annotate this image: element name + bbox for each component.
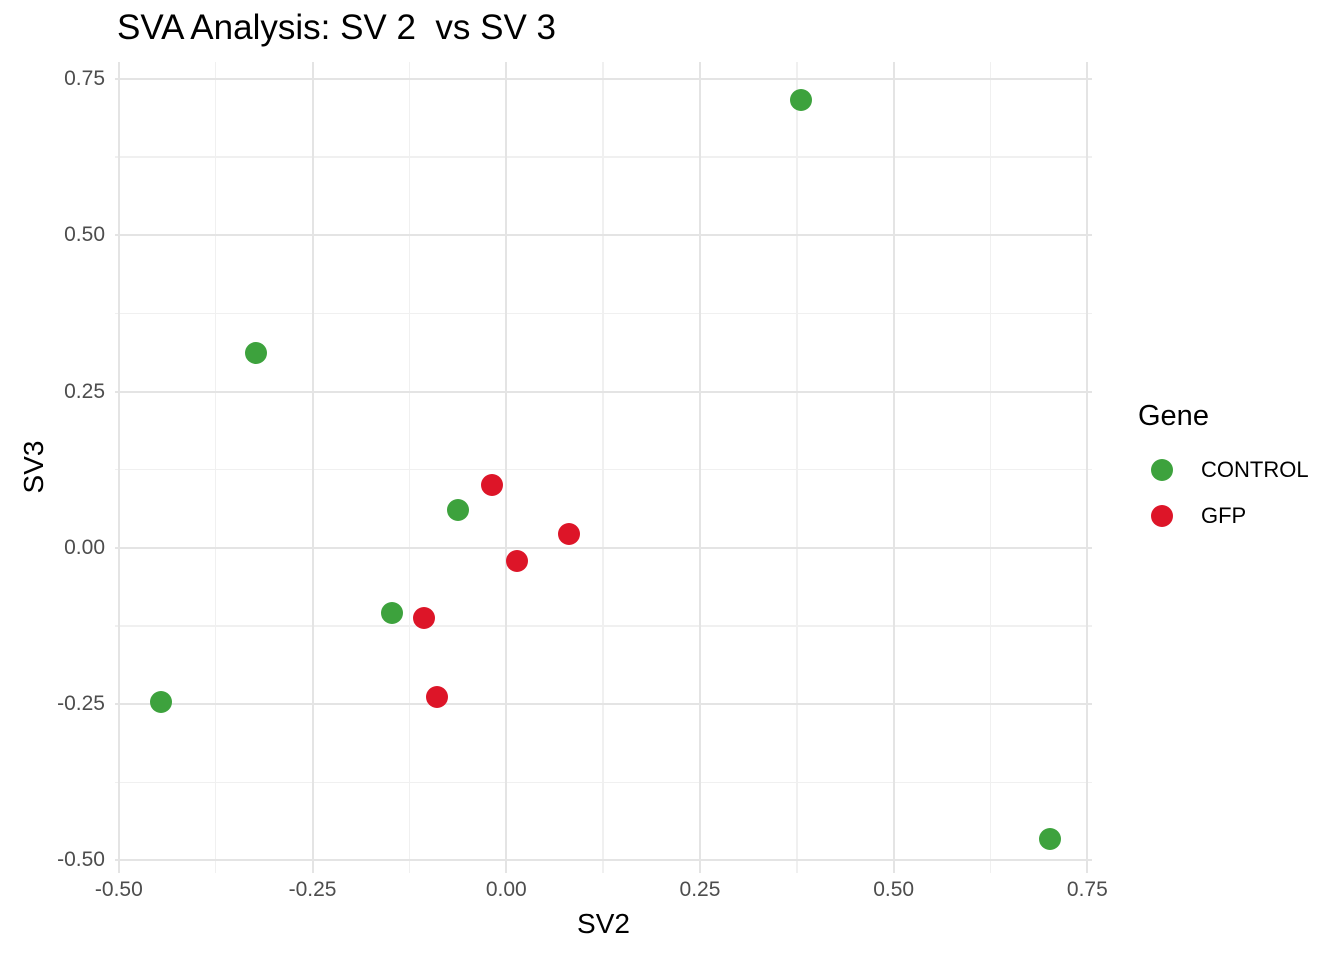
y-tick-label: 0.75 xyxy=(64,66,105,90)
legend-title: Gene xyxy=(1138,400,1209,432)
x-tick-label: 0.25 xyxy=(679,878,721,901)
plot-panel xyxy=(115,62,1092,873)
chart-title: SVA Analysis: SV 2 vs SV 3 xyxy=(117,8,557,47)
gridline-x-major xyxy=(311,62,314,873)
gridline-y-major xyxy=(115,77,1092,80)
data-point-control xyxy=(447,498,470,521)
control-swatch-icon xyxy=(1151,459,1173,481)
y-tick-label: 0.25 xyxy=(64,379,105,403)
gridline-x-major xyxy=(117,62,120,873)
gridline-x-major xyxy=(892,62,895,873)
legend-item-control: CONTROL xyxy=(1138,447,1309,493)
legend-label-gfp: GFP xyxy=(1201,503,1247,528)
x-axis-title: SV2 xyxy=(577,908,630,939)
gridline-x-minor xyxy=(989,62,992,873)
x-tick-label: -0.50 xyxy=(94,878,143,901)
gfp-swatch-icon xyxy=(1151,505,1173,527)
data-point-gfp xyxy=(413,606,436,629)
gridline-y-major xyxy=(115,859,1092,862)
y-tick-label: 0.50 xyxy=(64,223,105,247)
x-tick-label: -0.25 xyxy=(288,878,337,901)
y-tick-label: -0.25 xyxy=(57,692,105,716)
x-tick-label: 0.00 xyxy=(485,878,527,901)
legend: Gene CONTROL GFP xyxy=(1138,400,1309,539)
legend-item-gfp: GFP xyxy=(1138,493,1309,539)
gridline-y-major xyxy=(115,546,1092,549)
gridline-x-major xyxy=(505,62,508,873)
gridline-y-major xyxy=(115,703,1092,706)
data-point-control xyxy=(381,601,404,624)
y-tick-label: 0.00 xyxy=(64,535,105,559)
y-tick-label: -0.50 xyxy=(57,848,105,872)
data-point-gfp xyxy=(558,523,581,546)
data-point-control xyxy=(790,89,813,112)
gridline-y-major xyxy=(115,390,1092,393)
data-point-control xyxy=(149,690,172,713)
gridline-x-minor xyxy=(214,62,217,873)
gridline-x-major xyxy=(1086,62,1089,873)
gridline-x-major xyxy=(698,62,701,873)
data-point-gfp xyxy=(481,473,504,496)
legend-label-control: CONTROL xyxy=(1201,457,1309,482)
x-tick-label: 0.50 xyxy=(873,878,915,901)
gridline-y-minor xyxy=(115,625,1092,627)
gridline-y-minor xyxy=(115,468,1092,471)
gridline-y-minor xyxy=(115,156,1092,158)
gridline-x-minor xyxy=(796,62,798,873)
gridline-x-minor xyxy=(602,62,604,873)
x-tick-label: 0.75 xyxy=(1066,878,1108,901)
gridline-x-minor xyxy=(408,62,411,873)
gridline-y-minor xyxy=(115,312,1092,315)
data-point-gfp xyxy=(426,685,449,708)
y-axis-title: SV3 xyxy=(18,440,49,494)
gridline-y-major xyxy=(115,234,1092,237)
data-point-gfp xyxy=(506,549,529,572)
data-point-control xyxy=(1039,827,1062,850)
data-point-control xyxy=(245,341,267,364)
gridline-y-minor xyxy=(115,781,1092,784)
